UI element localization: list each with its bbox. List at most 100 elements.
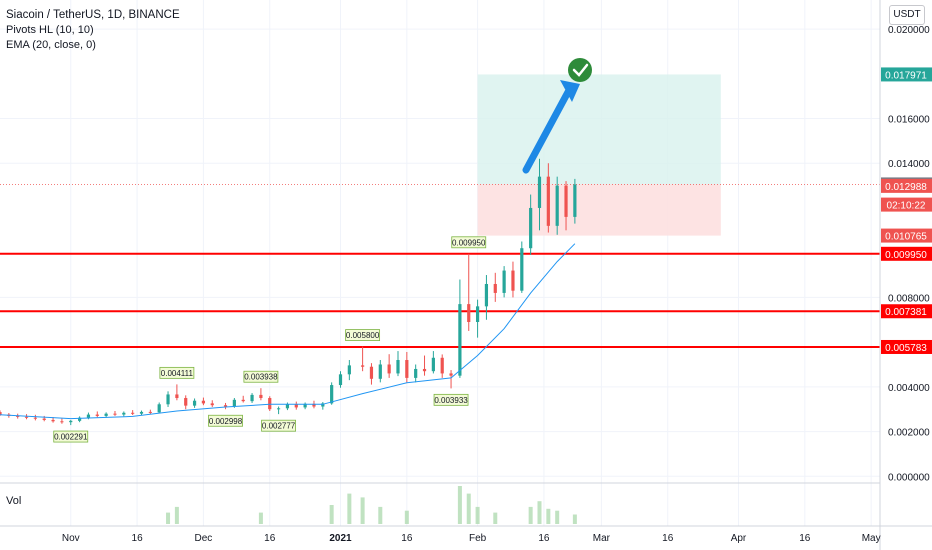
candle [440,354,444,378]
price-tag: 0.017971 [881,67,932,82]
price-tag-bg [881,67,932,82]
candle-body [347,365,351,375]
candle [475,299,480,338]
candles [0,158,577,426]
check-icon [568,58,592,82]
candle [449,370,453,389]
candle [338,371,343,388]
pivot-label: 0.009950 [451,236,487,249]
candle [148,409,152,415]
chart-legend: Siacoin / TetherUS, 1D, BINANCE Pivots H… [6,8,180,53]
price-tag-bg [881,228,932,243]
price-tag-bg [881,197,932,212]
candle-body [250,394,254,402]
candle [303,402,307,410]
target-zone [477,74,721,185]
symbol-title[interactable]: Siacoin / TetherUS, 1D, BINANCE [6,9,180,21]
candle [175,384,179,401]
price-tag-text: 0.005783 [885,343,927,354]
x-tick-label: 2021 [329,533,352,544]
volume-bar [360,497,365,524]
volume-bar [475,506,480,524]
candle [396,351,400,377]
candle-body [422,368,427,372]
candle-body [95,414,99,416]
price-tag: 0.007381 [881,304,932,319]
candle-body [475,306,480,322]
pivot-label: 0.004111 [159,366,195,379]
volume-bar [347,493,352,524]
ema-line [0,243,576,420]
pivot-label: 0.003938 [243,370,279,383]
x-tick-label: May [862,533,881,544]
candle-body [414,368,418,378]
candle-body [312,403,316,407]
candle [361,346,365,372]
candle [511,261,515,298]
candle-body [51,419,55,422]
pivot-box [433,393,469,406]
candle-body [520,248,524,291]
candle-body [77,417,82,421]
candle-body [157,404,161,413]
candle [529,194,533,255]
candle [184,395,188,410]
volume-label[interactable]: Vol [6,495,22,507]
candle [201,397,206,406]
price-tag-bg [881,339,932,354]
price-tag: 0.005783 [881,339,932,354]
candle-body [546,176,550,226]
pivot-box [451,236,487,249]
y-tick-label: 0.002000 [888,428,930,439]
candle-body [192,400,197,406]
price-tag-text: 0.007381 [885,307,927,318]
currency-selector[interactable]: USDT [889,5,925,25]
candle [484,275,489,320]
projection-arrow [522,58,592,174]
x-tick-label: Nov [62,533,80,544]
indicator-pivots[interactable]: Pivots HL (10, 10) [6,24,94,36]
volume-bar [174,506,179,524]
candle [0,410,2,416]
candle [537,158,542,231]
candle [546,163,550,233]
check-mark [572,63,589,77]
candle [210,400,214,407]
price-tag: 0.012988 [881,178,932,193]
volume-bars [166,486,577,524]
candle-body [69,420,73,423]
volume-bar [378,506,383,524]
candle-body [210,403,214,406]
support-levels [0,184,880,348]
indicator-ema[interactable]: EMA (20, close, 0) [6,39,96,51]
volume-bar [258,512,263,524]
pivot-label: 0.003933 [433,393,469,406]
candle [555,176,559,235]
candle-body [529,207,533,249]
candle-body [122,412,126,415]
candle-body [0,412,2,415]
candle [285,402,290,411]
grid-lines [0,0,880,526]
candle-body [369,366,374,379]
candle-body [201,400,206,404]
candle-body [86,414,91,418]
volume-bar [537,501,542,524]
candle-body [268,398,272,410]
volume-bar [166,512,171,524]
y-tick-label: 0.004000 [888,383,930,394]
candle-body [537,176,542,208]
pivot-text: 0.002777 [262,422,296,431]
candle-body [440,357,444,374]
candle-body [131,412,135,414]
candle [276,406,281,415]
volume-bar [572,514,577,524]
price-tag-text: 02:10:22 [887,201,926,212]
pivot-text: 0.003938 [244,373,278,382]
candle [139,410,144,416]
pivot-box [261,419,296,432]
candle [573,178,577,224]
x-tick-label: 16 [132,533,144,544]
